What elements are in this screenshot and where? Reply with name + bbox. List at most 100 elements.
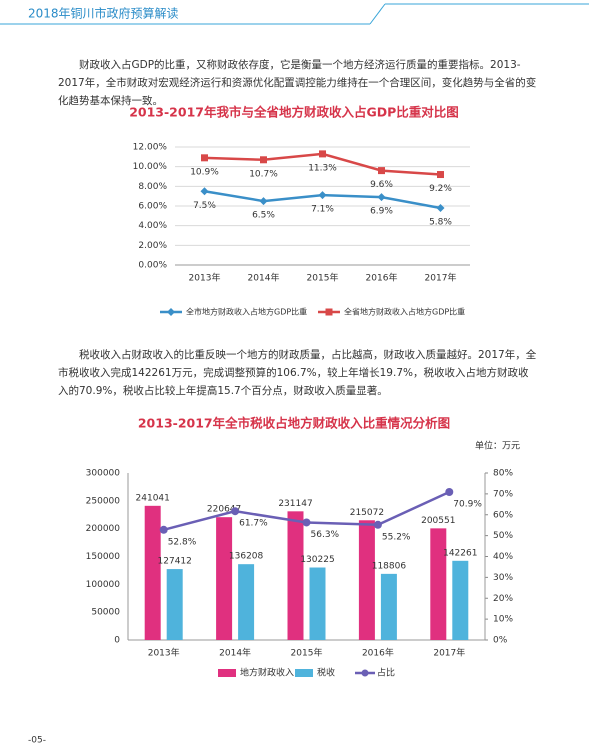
y-tick-label: 50000 [91, 608, 120, 618]
x-tick-label: 2017年 [425, 272, 457, 284]
paragraph: 财政收入占GDP的比重，又称财政依存度，它是衡量一个地方经济运行质量的重要指标。… [58, 59, 537, 107]
unit-label: 单位：万元 [475, 440, 520, 452]
marker [319, 150, 326, 158]
y-tick-label: 100000 [86, 580, 121, 590]
y2-tick-label: 40% [493, 552, 513, 562]
data-label: 231147 [278, 499, 312, 509]
marker [378, 167, 385, 175]
data-label: 5.8% [429, 217, 452, 227]
chart-title: 2013-2017年我市与全省地方财政收入占GDP比重对比图 [129, 105, 459, 120]
y2-tick-label: 80% [493, 469, 513, 479]
data-label: 61.7% [239, 519, 268, 529]
y2-tick-label: 30% [493, 573, 513, 583]
data-label: 10.9% [190, 167, 219, 177]
legend-label: 占比 [377, 667, 395, 679]
data-label: 142261 [443, 548, 477, 558]
y2-tick-label: 70% [493, 489, 513, 499]
data-label: 56.3% [311, 530, 340, 540]
x-tick-label: 2015年 [291, 647, 323, 659]
x-tick-label: 2017年 [433, 647, 465, 659]
marker [260, 156, 267, 164]
data-label: 52.8% [168, 537, 197, 547]
y-tick-label: 2.00% [138, 241, 167, 251]
data-label: 9.6% [370, 180, 393, 190]
data-label: 6.9% [370, 207, 393, 217]
data-label: 70.9% [453, 499, 482, 509]
data-label: 11.3% [308, 163, 337, 173]
marker [201, 154, 208, 162]
y-tick-label: 300000 [86, 469, 121, 479]
header-rule [369, 3, 386, 25]
y2-tick-label: 50% [493, 531, 513, 541]
marker [373, 520, 382, 529]
data-label: 6.5% [252, 211, 275, 221]
marker [437, 171, 444, 179]
y-tick-label: 4.00% [138, 221, 167, 231]
y2-tick-label: 60% [493, 510, 513, 520]
bar [358, 520, 375, 640]
x-tick-label: 2014年 [248, 272, 280, 284]
marker [318, 191, 327, 200]
bar [287, 511, 304, 640]
data-label: 220647 [207, 505, 241, 515]
marker [436, 203, 445, 212]
marker [302, 518, 311, 527]
x-tick-label: 2014年 [219, 647, 251, 659]
bar [166, 569, 183, 640]
bar [380, 573, 397, 640]
bar [144, 505, 161, 640]
marker [159, 525, 168, 534]
y2-tick-label: 20% [493, 594, 513, 604]
legend-label: 税收 [317, 667, 335, 679]
y-tick-label: 10.00% [133, 162, 168, 172]
x-tick-label: 2016年 [362, 647, 394, 659]
y-tick-label: 200000 [86, 524, 121, 534]
x-tick-label: 2013年 [148, 647, 180, 659]
data-label: 9.2% [429, 184, 452, 194]
y-tick-label: 12.00% [133, 143, 168, 153]
data-label: 7.1% [311, 205, 334, 215]
y-tick-label: 0.00% [138, 261, 167, 271]
marker [377, 193, 386, 202]
y-tick-label: 8.00% [138, 182, 167, 192]
data-label: 10.7% [249, 169, 278, 179]
bar [216, 517, 233, 640]
data-label: 241041 [136, 493, 170, 503]
bar [238, 564, 255, 640]
y-tick-label: 250000 [86, 496, 121, 506]
x-tick-label: 2015年 [307, 272, 339, 284]
legend-marker [361, 669, 369, 677]
data-label: 55.2% [382, 532, 411, 542]
legend-label: 全市地方财政收入占地方GDP比重 [186, 307, 307, 317]
data-label: 215072 [350, 508, 384, 518]
paragraph: 税收收入占财政收入的比重反映一个地方的财政质量，占比越高，财政收入质量越好。20… [58, 349, 537, 397]
x-tick-label: 2013年 [189, 272, 221, 284]
data-label: 7.5% [193, 201, 216, 211]
legend-swatch [218, 669, 236, 677]
legend-marker [325, 308, 333, 316]
legend-label: 地方财政收入 [240, 667, 294, 679]
y2-tick-label: 10% [493, 615, 513, 625]
bar [430, 528, 447, 640]
marker [445, 487, 454, 496]
legend-swatch [295, 669, 313, 677]
legend-label: 全省地方财政收入占地方GDP比重 [344, 307, 465, 317]
header-title: 2018年铜川市政府预算解读 [28, 6, 179, 21]
data-label: 200551 [421, 516, 455, 526]
data-label: 118806 [372, 561, 407, 571]
page-number: -05- [28, 736, 46, 746]
data-label: 136208 [229, 552, 264, 562]
y-tick-label: 6.00% [138, 202, 167, 212]
data-label: 130225 [300, 555, 334, 565]
y-tick-label: 150000 [86, 552, 121, 562]
bar [452, 560, 469, 640]
marker [259, 197, 268, 206]
marker [231, 507, 240, 516]
x-tick-label: 2016年 [366, 272, 398, 284]
legend-marker [167, 308, 175, 316]
data-label: 127412 [158, 557, 192, 567]
y2-tick-label: 0% [493, 636, 508, 646]
bar [309, 567, 326, 640]
